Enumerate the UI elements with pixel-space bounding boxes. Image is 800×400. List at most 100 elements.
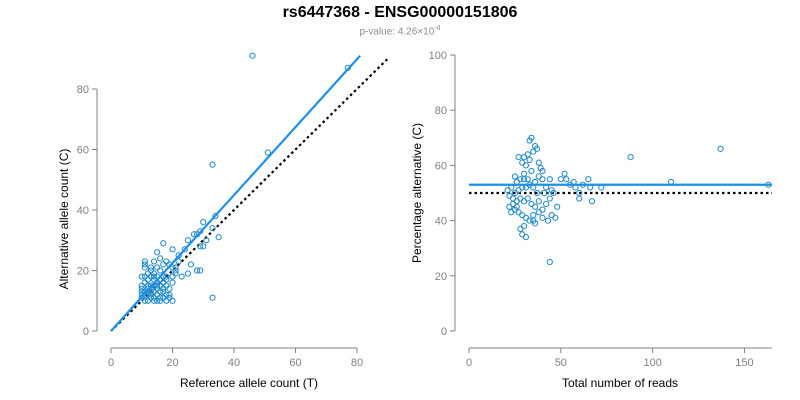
left-data-point [215, 234, 222, 241]
right-data-point [576, 195, 583, 202]
left-data-point [169, 279, 176, 286]
left-data-point [197, 267, 204, 274]
right-data-point [717, 145, 724, 152]
left-data-point [172, 264, 179, 271]
left-data-point [144, 276, 151, 283]
left-data-point [212, 212, 219, 220]
right-data-point [535, 173, 542, 180]
right-data-point [522, 214, 530, 221]
right-data-point [517, 225, 524, 232]
right-y-tick-label: 60 [435, 160, 447, 172]
right-data-point [535, 198, 542, 205]
right-data-point [519, 211, 526, 219]
left-data-point [172, 267, 179, 274]
right-data-point [526, 217, 533, 224]
left-data-point [187, 261, 195, 268]
right-data-point [532, 203, 539, 210]
right-data-point [585, 176, 592, 183]
left-data-point [141, 297, 148, 304]
right-data-point [522, 162, 530, 169]
left-data-point [150, 297, 158, 304]
right-data-point [524, 195, 531, 202]
right-data-point [535, 209, 542, 216]
left-data-point [150, 258, 158, 265]
right-data-point [530, 217, 537, 224]
left-data-point [141, 258, 148, 265]
left-data-point [163, 282, 170, 289]
left-y-axis-label: Alternative allele count (C) [57, 149, 71, 290]
right-data-point [528, 134, 535, 141]
p-value-text: p-value: 4.26×10 [359, 26, 435, 38]
left-data-point [172, 270, 179, 277]
chart-subtitle: p-value: 4.26×10-4 [0, 25, 800, 37]
left-data-point [200, 243, 207, 250]
left-data-point [163, 276, 170, 283]
left-data-point [178, 273, 185, 280]
left-data-point [166, 285, 173, 292]
right-data-point [520, 223, 528, 230]
right-data-point [528, 167, 535, 175]
left-data-point [154, 249, 161, 256]
right-data-point [548, 211, 555, 219]
left-fit-line [110, 54, 361, 332]
left-reference-line [110, 57, 389, 332]
right-data-point [517, 195, 524, 202]
left-data-point [138, 288, 145, 295]
left-data-point [160, 285, 167, 292]
left-y-tick-label: 60 [77, 145, 89, 157]
left-data-point [141, 264, 148, 271]
right-data-point [533, 189, 541, 197]
right-data-point [539, 214, 546, 221]
right-y-tick-label: 20 [435, 271, 447, 283]
right-data-point [554, 203, 561, 210]
left-data-point [160, 288, 167, 295]
left-x-tick-label: 80 [351, 357, 363, 369]
right-data-point [541, 189, 548, 197]
right-data-point [515, 209, 522, 216]
right-scatter-panel: 0 50 100 150 0 20 40 60 80 100 Total number of rea… [410, 50, 772, 390]
right-data-point [524, 176, 531, 183]
left-data-point [184, 270, 191, 277]
right-x-tick-label: 100 [643, 357, 661, 369]
left-data-point [157, 255, 164, 262]
left-data-point [163, 258, 170, 265]
right-y-tick-label: 0 [441, 326, 447, 338]
left-data-point [163, 273, 170, 280]
left-x-tick-label: 0 [108, 357, 114, 369]
left-data-point [160, 240, 167, 247]
right-data-point [517, 176, 524, 183]
right-data-point [546, 195, 553, 202]
right-x-tick-label: 0 [466, 357, 472, 369]
left-data-point [175, 258, 182, 265]
left-data-point [264, 149, 271, 156]
left-x-tick-label: 60 [289, 357, 301, 369]
left-data-point [190, 231, 198, 238]
right-data-point [539, 176, 546, 183]
right-data-point [511, 189, 519, 197]
right-data-point [513, 198, 520, 205]
left-y-tick-label: 40 [77, 205, 89, 217]
right-data-point [539, 167, 546, 175]
left-data-point [150, 273, 158, 280]
right-y-tick-label: 100 [429, 50, 447, 62]
left-data-point [203, 237, 210, 244]
right-data-point [546, 176, 553, 183]
right-data-point [552, 214, 559, 221]
left-data-point [249, 52, 256, 59]
left-data-point [144, 282, 151, 289]
left-data-point [169, 273, 176, 280]
right-data-point [539, 206, 546, 213]
left-data-point [181, 246, 188, 253]
right-data-point [535, 159, 542, 166]
right-data-point [530, 148, 537, 155]
left-data-point [169, 297, 176, 304]
left-data-point [194, 267, 201, 274]
right-data-point [561, 170, 568, 177]
left-x-tick-label: 20 [166, 357, 178, 369]
right-data-point [530, 211, 537, 219]
left-data-point [209, 225, 216, 232]
left-data-point [141, 279, 148, 286]
right-x-axis-label: Total number of reads [562, 376, 678, 390]
right-data-point [546, 258, 553, 266]
